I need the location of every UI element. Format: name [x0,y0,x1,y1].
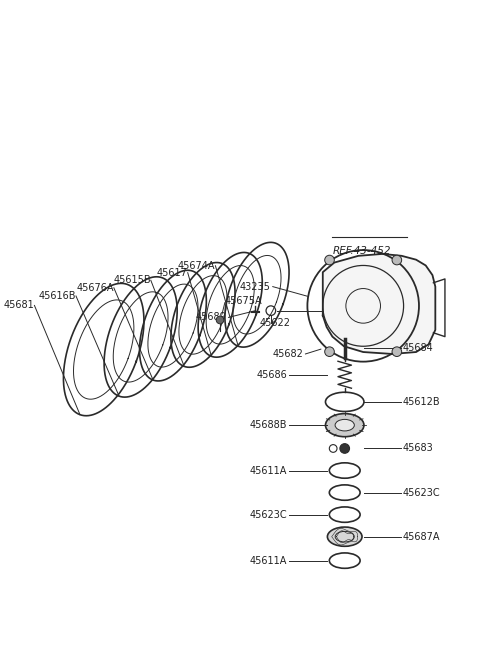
Text: 45686: 45686 [256,370,287,380]
Text: 43235: 43235 [240,282,271,291]
Text: 45616B: 45616B [38,291,76,301]
Ellipse shape [335,419,354,431]
Text: 45676A: 45676A [76,283,114,293]
Text: 45674A: 45674A [178,261,216,271]
Text: 45617: 45617 [157,268,188,278]
Ellipse shape [325,413,364,437]
Text: 45684: 45684 [402,343,433,353]
Text: REF.43-452: REF.43-452 [333,246,391,256]
Text: 45611A: 45611A [250,466,287,476]
Text: 45683: 45683 [402,443,433,453]
Text: 45615B: 45615B [113,275,151,285]
Text: 45675A: 45675A [225,295,263,306]
Ellipse shape [327,527,362,546]
Text: 45622: 45622 [259,318,290,328]
Text: 45612B: 45612B [402,397,440,407]
Text: 45623C: 45623C [250,510,287,519]
Text: 45623C: 45623C [402,487,440,498]
Circle shape [324,255,335,265]
Circle shape [216,316,224,324]
Text: 45687A: 45687A [402,532,440,542]
Circle shape [392,255,402,265]
Circle shape [324,347,335,356]
Text: 45611A: 45611A [250,555,287,566]
Text: 45682: 45682 [273,349,303,359]
Polygon shape [323,254,435,354]
Circle shape [341,335,348,343]
Text: 45689: 45689 [196,312,227,322]
Text: 45688B: 45688B [250,420,287,430]
Circle shape [340,443,349,453]
Circle shape [392,347,402,356]
Text: 45681: 45681 [4,301,35,310]
